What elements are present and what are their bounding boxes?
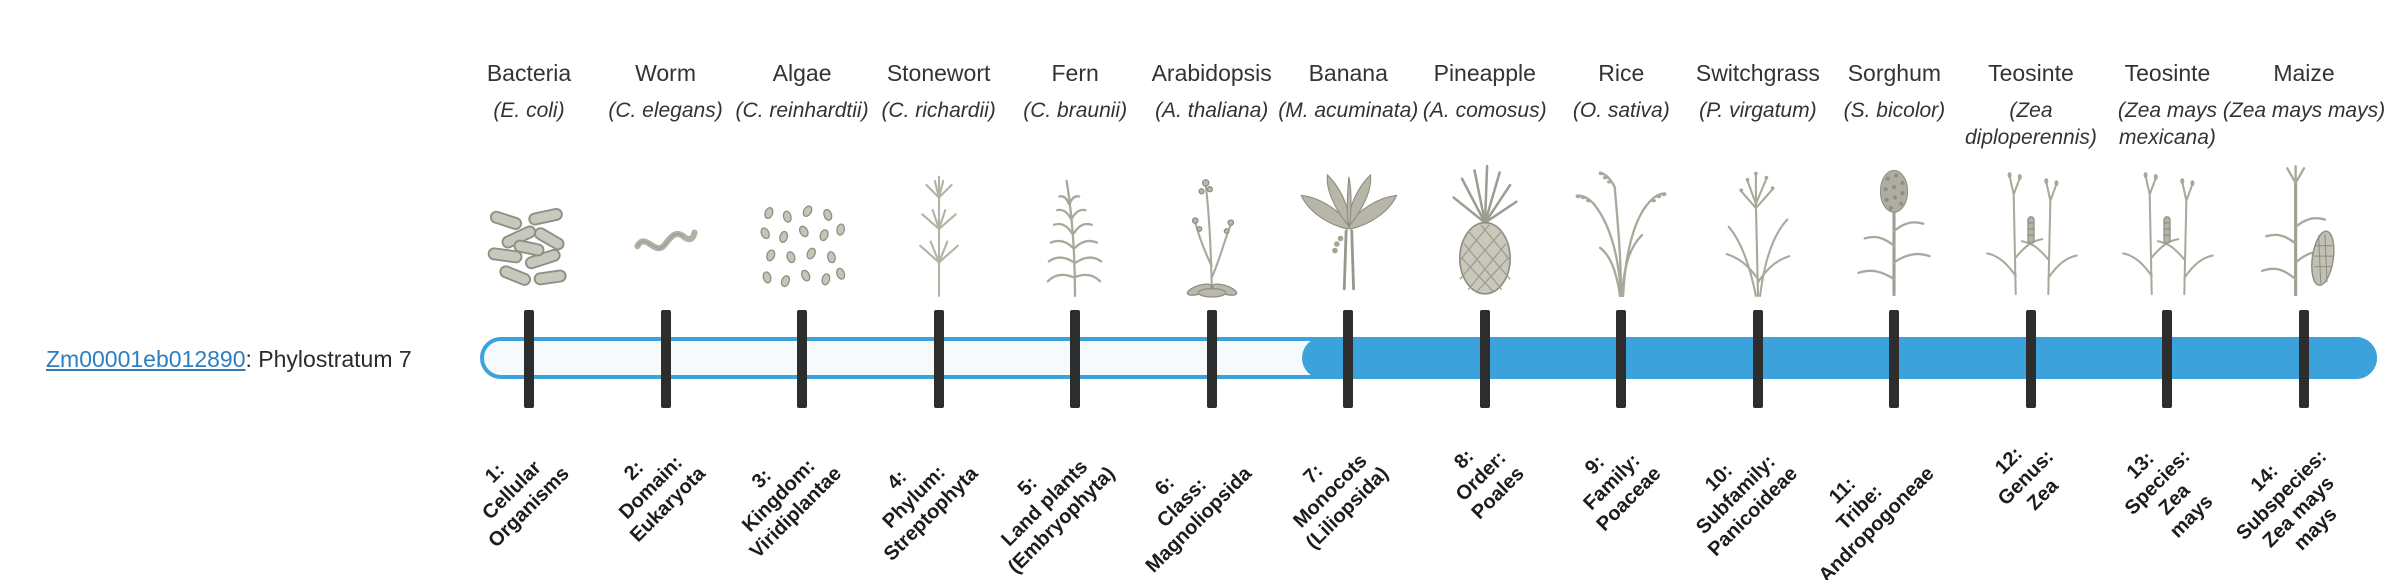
organism-column: Teosinte (Zea diploperennis) 12: Genus: … bbox=[1943, 0, 2119, 580]
organism-column: Switchgrass (P. virgatum) 10: Subfamily:… bbox=[1670, 0, 1846, 580]
tick-mark bbox=[797, 310, 808, 408]
tick-mark bbox=[1070, 310, 1081, 408]
tick-mark bbox=[933, 310, 944, 408]
organism-scientific-name: (C. braunii) bbox=[1023, 99, 1128, 122]
organism-name: Banana bbox=[1308, 60, 1388, 86]
stratum-label: 6: Class: Magnoliopsida bbox=[1141, 462, 1256, 578]
organism-name: Algae bbox=[772, 60, 832, 86]
organism-column: Algae (C. reinhardtii) 3: Kingdom: Virid… bbox=[714, 0, 890, 580]
stratum-label: 9: Family: Poaceae bbox=[1579, 449, 1666, 536]
organism-name: Maize bbox=[2273, 60, 2335, 86]
organism-column: Sorghum (S. bicolor) 11: Tribe: Andropog… bbox=[1806, 0, 1982, 580]
organism-column: Fern (C. braunii) 5: Land plants (Embryo… bbox=[987, 0, 1163, 580]
organism-column: Bacteria (E. coli) 1: Cellular Organisms bbox=[441, 0, 617, 580]
stratum-label: 4: Phylum: Streptophyta bbox=[878, 461, 983, 566]
tick-mark bbox=[2025, 310, 2036, 408]
organism-column: Teosinte (Zea mays mexicana) 13: Species… bbox=[2079, 0, 2255, 580]
organism-column: Arabidopsis (A. thaliana) 6: Class: Magn… bbox=[1124, 0, 1300, 580]
stratum-label: 14: Subspecies: Zea mays mays bbox=[2232, 445, 2342, 555]
stratum-label: 8: Order: Poales bbox=[1450, 445, 1529, 524]
maize-icon bbox=[2216, 156, 2392, 298]
organism-name: Worm bbox=[635, 60, 696, 86]
stratum-label: 10: Subfamily: Panicoideae bbox=[1692, 450, 1803, 561]
organism-name: Sorghum bbox=[1847, 60, 1942, 86]
organism-name: Switchgrass bbox=[1695, 60, 1820, 86]
tick-mark bbox=[1752, 310, 1763, 408]
organism-scientific-name: (S. bicolor) bbox=[1843, 99, 1946, 122]
organism-column: Stonewort (C. richardii) 4: Phylum: Stre… bbox=[851, 0, 1027, 580]
stratum-label: 13: Species: Zea mays bbox=[2120, 445, 2218, 543]
organism-name: Teosinte bbox=[1988, 60, 2074, 86]
tick-mark bbox=[2162, 310, 2173, 408]
tick-mark bbox=[1616, 310, 1627, 408]
organism-name: Arabidopsis bbox=[1151, 60, 1272, 86]
organism-scientific-name: (C. reinhardtii) bbox=[735, 99, 869, 122]
stratum-label: 5: Land plants (Embryophyta) bbox=[997, 455, 1120, 578]
tick-mark bbox=[1889, 310, 1900, 408]
organism-scientific-name: (M. acuminata) bbox=[1278, 99, 1419, 122]
tick-mark bbox=[1206, 310, 1217, 408]
organism-scientific-name: (C. richardii) bbox=[881, 99, 996, 122]
gene-label: Zm00001eb012890: Phylostratum 7 bbox=[46, 346, 412, 373]
organism-scientific-name: (A. comosus) bbox=[1422, 99, 1547, 122]
organism-scientific-name: (Zea mays mays) bbox=[2222, 99, 2386, 122]
organism-scientific-name: (P. virgatum) bbox=[1699, 99, 1817, 122]
tick-mark bbox=[660, 310, 671, 408]
stratum-label: 1: Cellular Organisms bbox=[477, 456, 574, 553]
organism-column: Maize (Zea mays mays) 14: Subspecies: Ze… bbox=[2216, 0, 2392, 580]
organism-scientific-name: (C. elegans) bbox=[608, 99, 723, 122]
tick-mark bbox=[1343, 310, 1354, 408]
organism-column: Rice (O. sativa) 9: Family: Poaceae bbox=[1533, 0, 1709, 580]
tick-mark bbox=[524, 310, 534, 408]
organism-name: Rice bbox=[1598, 60, 1645, 86]
organism-name: Pineapple bbox=[1433, 60, 1536, 86]
gene-link[interactable]: Zm00001eb012890 bbox=[46, 346, 246, 372]
organism-name: Teosinte bbox=[2124, 60, 2211, 86]
organism-column: Worm (C. elegans) 2: Domain: Eukaryota bbox=[578, 0, 754, 580]
organism-scientific-name: (Zea mays mexicana) bbox=[2117, 99, 2218, 149]
stratum-label: 12: Genus: Zea bbox=[1991, 442, 2063, 515]
stratum-label: 2: Domain: Eukaryota bbox=[614, 451, 710, 547]
tick-mark bbox=[1479, 310, 1490, 408]
tick-mark bbox=[2299, 310, 2310, 408]
stratum-label: 7: Monocots (Liliopsida) bbox=[1288, 450, 1393, 554]
organism-name: Stonewort bbox=[886, 60, 991, 86]
organism-scientific-name: (O. sativa) bbox=[1572, 99, 1670, 122]
organism-name: Fern bbox=[1051, 60, 1099, 86]
organism-column: Pineapple (A. comosus) 8: Order: Poales bbox=[1397, 0, 1573, 580]
organism-scientific-name: (E. coli) bbox=[493, 99, 565, 122]
organism-scientific-name: (A. thaliana) bbox=[1155, 99, 1269, 122]
organism-scientific-name: (Zea diploperennis) bbox=[1964, 99, 2097, 149]
gene-phylostratum-text: : Phylostratum 7 bbox=[245, 346, 412, 372]
stratum-label: 3: Kingdom: Viridiplantae bbox=[738, 455, 847, 563]
organism-column: Banana (M. acuminata) 7: Monocots (Lilio… bbox=[1260, 0, 1436, 580]
organism-name: Bacteria bbox=[486, 60, 572, 86]
